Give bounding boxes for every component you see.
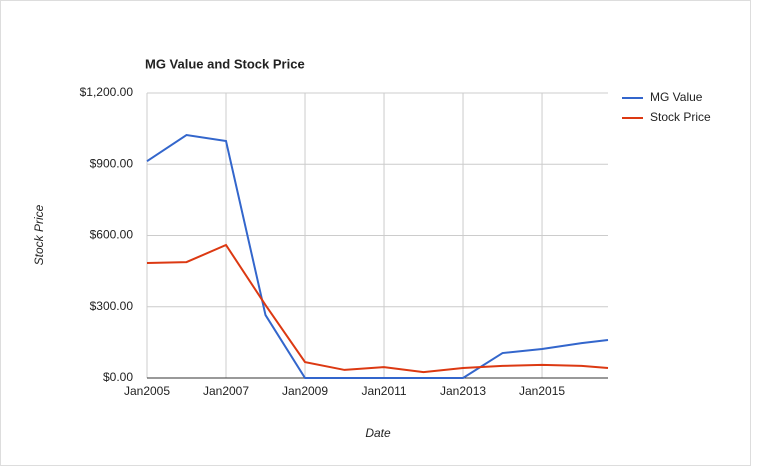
x-axis-title: Date	[365, 426, 391, 440]
chart-title: MG Value and Stock Price	[145, 56, 305, 71]
legend-label: MG Value	[650, 90, 703, 104]
series-line	[146, 133, 609, 379]
y-tick-label: $900.00	[90, 156, 134, 170]
y-axis-title: Stock Price	[32, 204, 46, 265]
y-tick-label: $0.00	[103, 370, 133, 384]
y-tick-label: $600.00	[90, 228, 134, 242]
x-tick-label: Jan2013	[440, 384, 486, 398]
x-tick-label: Jan2009	[282, 384, 328, 398]
series-line	[146, 243, 609, 374]
y-tick-label: $300.00	[90, 299, 134, 313]
x-tick-label: Jan2005	[124, 384, 170, 398]
x-tick-label: Jan2007	[203, 384, 249, 398]
x-tick-label: Jan2015	[519, 384, 565, 398]
x-tick-label: Jan2011	[361, 384, 406, 398]
y-tick-label: $1,200.00	[80, 85, 134, 99]
legend-label: Stock Price	[650, 110, 711, 124]
